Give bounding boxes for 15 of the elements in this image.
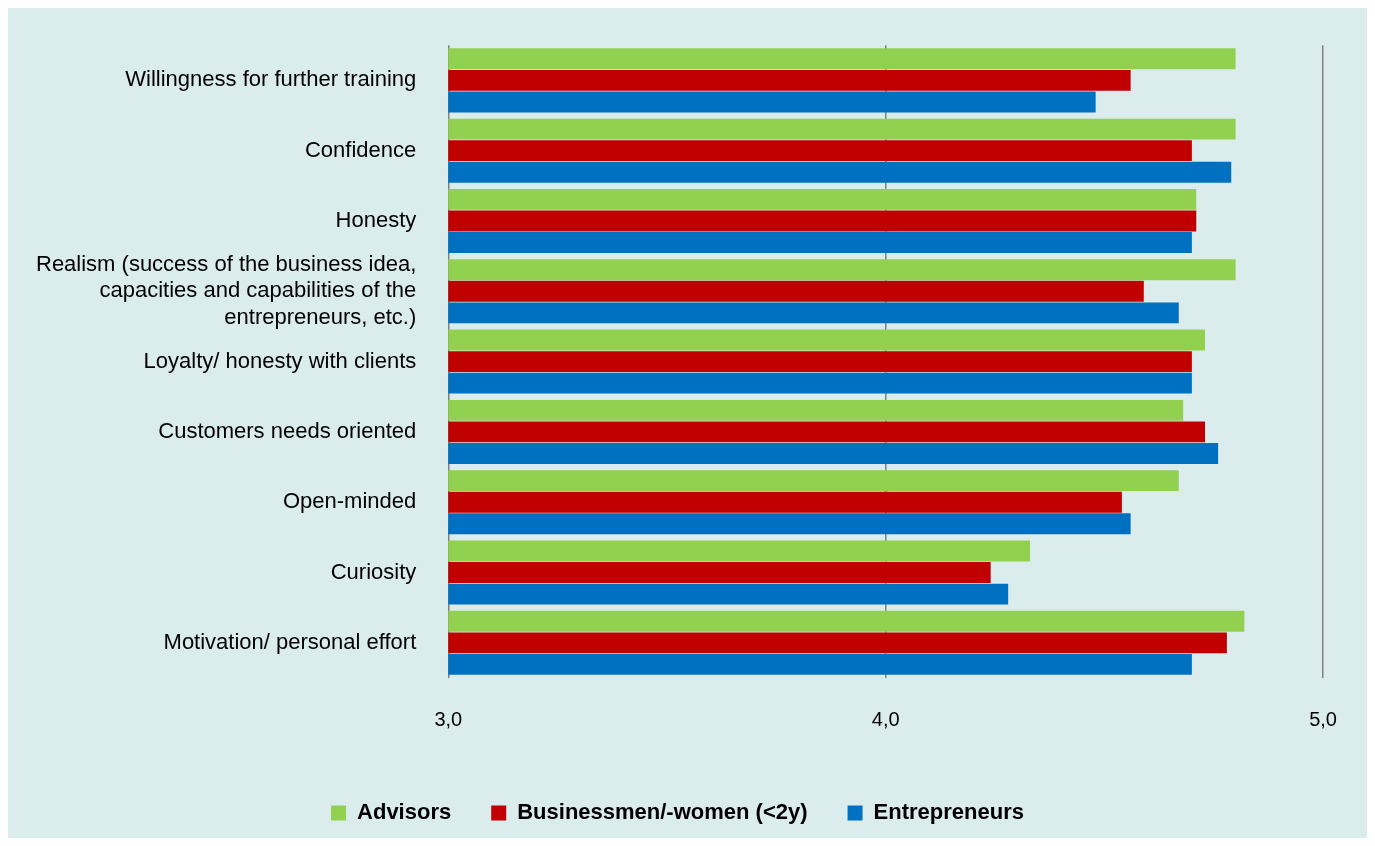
y-tick-label: Honesty — [335, 207, 417, 233]
y-tick-label: Motivation/ personal effort — [163, 628, 417, 654]
y-tick-label: Customers needs oriented — [158, 417, 417, 443]
y-tick-label: Willingness for further training — [125, 66, 417, 92]
y-tick-label: Curiosity — [330, 558, 417, 584]
legend-label: Entrepreneurs — [873, 799, 1024, 825]
legend-label: Businessmen/-women (<2y) — [517, 799, 808, 825]
y-tick-label: Loyalty/ honesty with clients — [143, 347, 417, 373]
y-tick-label: Open-minded — [282, 488, 417, 514]
y-tick-label: Realism (success of the business idea, capacities and capabilities of the entrepreneurs, etc.) — [35, 250, 417, 329]
x-tick-label: 3,0 — [434, 707, 463, 730]
x-tick-label: 4,0 — [871, 707, 900, 730]
x-tick-label: 5,0 — [1309, 707, 1337, 730]
y-tick-label: Confidence — [304, 136, 417, 162]
legend-label: Advisors — [357, 799, 452, 825]
